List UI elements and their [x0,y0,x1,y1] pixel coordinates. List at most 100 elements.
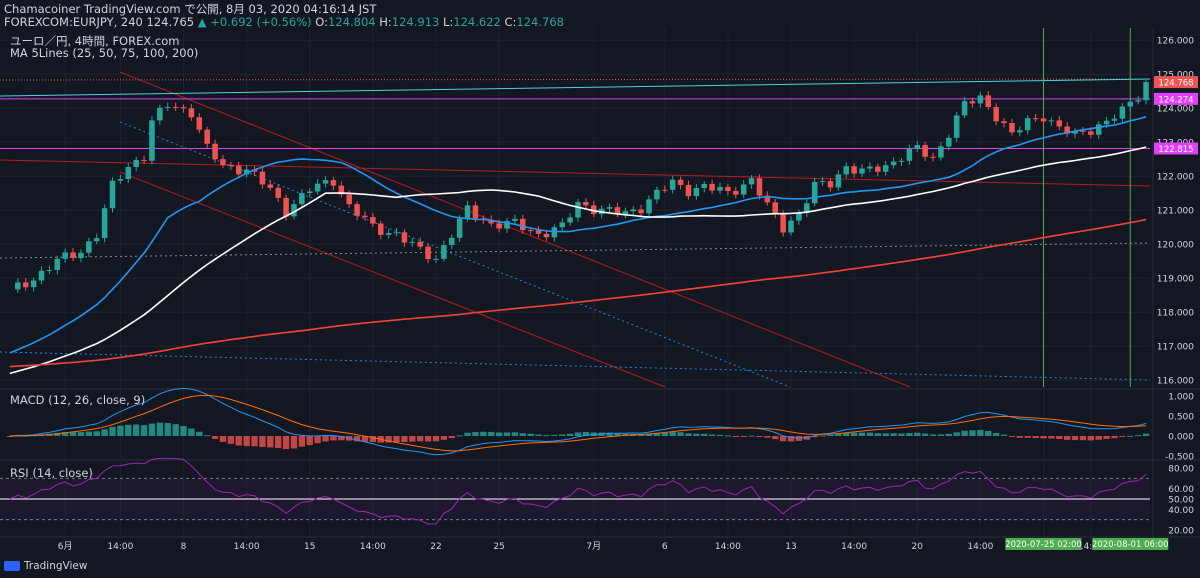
channel-line-upper [119,71,911,388]
dotted-support-line [0,242,1151,259]
candle-body [819,181,826,183]
candle-body [669,179,676,190]
macd-histogram-bar [424,436,432,442]
macd-histogram-bar [685,433,692,436]
candle-body [54,258,61,270]
candle-body [748,178,755,185]
price-tick-label: 126.000 [1157,37,1194,47]
candle-body [575,202,581,218]
candle-body [961,101,968,116]
macd-histogram-bar [961,430,968,436]
macd-histogram-bar [235,436,242,446]
date-tag-label: 2020-07-25 02:00 [1005,540,1082,550]
tradingview-logo[interactable]: TradingView [4,560,87,572]
series-title[interactable]: ユーロ／円, 4時間, FOREX.com [10,34,180,48]
candle-body [30,280,37,288]
macd-histogram-bar [1016,436,1023,438]
macd-histogram-bar [535,434,542,436]
price-tag [1154,142,1198,155]
rsi-tick-label: 80.00 [1168,465,1194,475]
macd-histogram-bar [756,436,763,437]
macd-histogram-bar [259,436,266,448]
price-tag-label: 122.815 [1158,145,1193,155]
candle-body [938,146,944,158]
candle-body [606,207,613,209]
candle-body [441,245,447,259]
candle-body [543,233,550,238]
candle-body [953,115,960,138]
candle-body [977,95,984,104]
candle-body [930,156,936,158]
ma-legend[interactable]: MA 5Lines (25, 50, 75, 100, 200) [10,46,199,60]
candle-body [117,179,124,181]
candle-body [314,183,321,192]
high-label: H: [379,15,392,29]
macd-histogram-bar [866,432,874,436]
macd-histogram-bar [1000,434,1008,436]
macd-histogram-bar [882,433,889,436]
candle-body [772,202,779,214]
macd-histogram-bar [93,431,100,436]
candle-body [527,230,534,232]
candle-body [62,252,68,259]
macd-signal-line [9,394,1147,452]
date-tag [1092,538,1169,550]
candle-body [188,108,195,118]
candle-body [804,203,810,214]
candle-body [567,217,573,223]
macd-histogram-bar [614,433,621,436]
change-value: +0.692 (+0.56%) [210,15,312,29]
price-tick-label: 124.000 [1157,105,1194,115]
candle-body [449,237,455,246]
rsi-tick-label: 50.00 [1168,496,1194,506]
macd-histogram-bar [511,432,519,436]
macd-legend[interactable]: MACD (12, 26, close, 9) [10,393,146,407]
macd-histogram-bar [117,425,124,436]
macd-histogram-bar [172,424,179,436]
macd-histogram-bar [953,432,960,436]
price-tick-label: 118.000 [1157,309,1194,319]
candle-body [1135,100,1141,102]
candle-body [733,190,739,195]
candle-body [685,184,692,197]
candle-body [1080,130,1086,132]
ascending-teal-line [0,78,1151,97]
macd-histogram-bar [401,436,408,443]
macd-histogram-bar [701,433,708,436]
tradingview-icon [4,561,20,571]
candle-body [385,233,392,235]
macd-histogram-bar [6,436,14,437]
macd-histogram-bar [180,425,187,436]
macd-histogram-bar [543,435,550,437]
candle-body [851,166,857,174]
macd-histogram-bar [54,432,61,436]
macd-histogram-bar [645,434,653,436]
macd-histogram-bar [1071,436,1079,441]
macd-histogram-bar [1103,436,1110,439]
candle-body [38,270,45,281]
macd-histogram-bar [716,434,724,436]
candle-body [22,282,29,288]
date-tag-label: 2020-08-01 06:00 [1092,540,1169,550]
dotted-lower-line [0,351,1151,381]
candle-body [890,161,897,166]
candle-body [906,148,913,161]
price-tick-label: 121.000 [1157,207,1194,217]
candle-body [946,137,952,147]
candle-body [267,184,274,188]
macd-histogram-bar [914,432,921,436]
rsi-legend[interactable]: RSI (14, close) [10,466,93,480]
candle-body [1095,124,1102,135]
time-tick-label: 22 [430,542,441,552]
macd-histogram-bar [456,435,463,437]
macd-histogram-bar [1032,436,1039,438]
macd-histogram-bar [969,430,976,436]
macd-histogram-bar [243,436,250,447]
candle-body [993,107,999,122]
candle-body [472,205,479,219]
candle-body [922,145,928,157]
candle-body [914,145,921,149]
candle-body [1017,130,1023,133]
macd-histogram-bar [669,432,676,436]
time-tick-label: 6 [662,542,668,552]
